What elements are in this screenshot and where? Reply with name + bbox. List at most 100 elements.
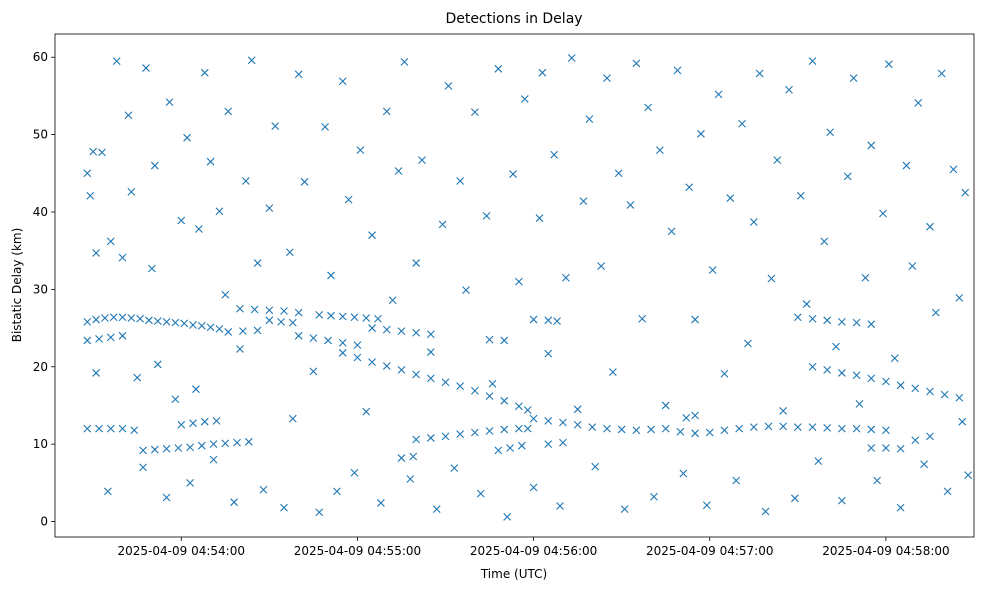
- data-point: [356, 146, 365, 154]
- y-tick-label: 50: [33, 128, 48, 142]
- data-point: [280, 307, 288, 315]
- data-point: [236, 345, 244, 353]
- data-point: [118, 253, 127, 262]
- data-point: [500, 425, 509, 434]
- data-point: [288, 318, 297, 327]
- data-point: [793, 423, 802, 432]
- data-point: [949, 165, 958, 174]
- data-point: [224, 107, 233, 116]
- y-tick-label: 40: [33, 205, 48, 219]
- data-point: [103, 487, 112, 496]
- data-point: [174, 444, 183, 452]
- data-point: [456, 430, 465, 438]
- data-point: [603, 74, 611, 82]
- data-point: [153, 317, 162, 325]
- data-point: [691, 429, 699, 438]
- x-axis: 2025-04-09 04:54:00 2025-04-09 04:55:00 20…: [118, 537, 950, 558]
- data-point: [544, 349, 553, 358]
- data-point: [362, 314, 371, 322]
- data-point: [661, 424, 670, 433]
- data-point: [494, 64, 503, 73]
- x-tick-label: 2025-04-09 04:55:00: [294, 544, 421, 558]
- data-point: [139, 446, 147, 455]
- data-point: [544, 417, 553, 425]
- data-point: [837, 369, 846, 377]
- data-point: [394, 167, 403, 175]
- data-point: [338, 348, 347, 357]
- data-point: [236, 304, 244, 313]
- data-point: [964, 471, 973, 479]
- data-point: [315, 508, 324, 517]
- data-point: [332, 487, 341, 496]
- data-point: [456, 382, 465, 390]
- data-point: [92, 315, 100, 324]
- data-point: [867, 425, 876, 434]
- data-point: [106, 333, 115, 342]
- data-point: [544, 440, 553, 449]
- data-point: [573, 420, 582, 429]
- data-point: [779, 406, 788, 415]
- data-point: [852, 371, 861, 380]
- data-point: [702, 501, 711, 510]
- data-point: [253, 259, 262, 267]
- data-point: [368, 231, 376, 240]
- data-point: [697, 129, 705, 138]
- data-point: [550, 150, 559, 159]
- data-point: [397, 365, 406, 374]
- data-point: [271, 122, 280, 130]
- data-point: [597, 262, 606, 271]
- data-point: [826, 128, 835, 137]
- data-point: [926, 222, 934, 231]
- data-point: [83, 336, 92, 345]
- data-point: [409, 452, 418, 461]
- data-point: [882, 377, 890, 386]
- data-point: [344, 195, 353, 204]
- data-point: [189, 321, 197, 329]
- data-point: [793, 313, 802, 322]
- data-point: [426, 434, 435, 442]
- data-point: [955, 393, 964, 402]
- data-point: [823, 365, 832, 374]
- data-point: [470, 386, 479, 395]
- data-point: [867, 444, 876, 452]
- plot-area: [54, 33, 975, 538]
- data-point: [247, 56, 256, 65]
- data-point: [873, 476, 881, 485]
- data-point: [708, 266, 717, 274]
- data-point: [855, 400, 864, 408]
- markers-layer: [83, 54, 973, 521]
- data-point: [327, 311, 335, 320]
- data-point: [241, 177, 250, 185]
- data-point: [89, 147, 98, 156]
- data-point: [209, 440, 218, 449]
- data-point: [837, 496, 846, 505]
- data-point: [808, 314, 817, 323]
- data-point: [280, 503, 288, 512]
- data-point: [106, 237, 115, 246]
- data-point: [608, 368, 617, 377]
- data-point: [814, 457, 823, 466]
- data-point: [444, 81, 453, 90]
- data-point: [412, 435, 421, 444]
- data-point: [189, 419, 197, 428]
- data-point: [529, 315, 538, 324]
- data-point: [755, 69, 764, 78]
- data-point: [911, 436, 920, 445]
- data-point: [882, 444, 890, 452]
- data-point: [186, 478, 194, 487]
- data-point: [92, 369, 100, 377]
- data-point: [133, 373, 142, 382]
- data-point: [244, 437, 253, 446]
- data-point: [559, 418, 567, 427]
- data-point: [162, 317, 171, 326]
- data-point: [165, 98, 174, 106]
- data-point: [614, 169, 623, 178]
- data-point: [726, 194, 735, 202]
- data-point: [503, 512, 512, 521]
- data-point: [691, 411, 699, 420]
- data-point: [130, 426, 139, 435]
- data-point: [470, 428, 479, 437]
- data-point: [837, 424, 846, 433]
- data-point: [644, 103, 652, 112]
- data-point: [679, 469, 688, 478]
